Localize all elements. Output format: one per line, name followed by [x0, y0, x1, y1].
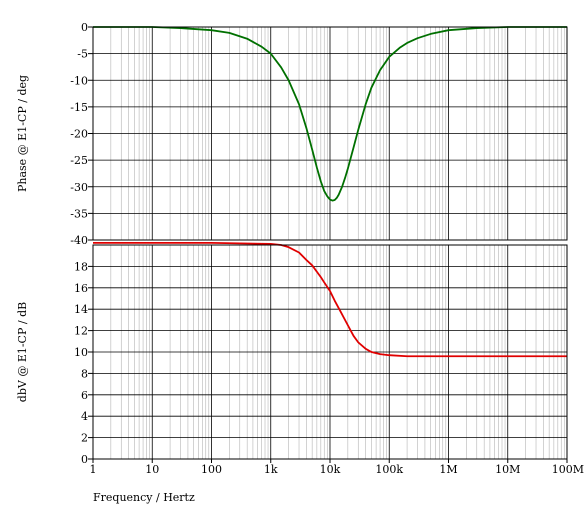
y-tick-label: 6	[81, 389, 88, 402]
magnitude-y-axis-label: dbV @ E1-CP / dB	[16, 302, 29, 402]
magnitude-panel: 0 2 4 6 8 10 12 14 16 18 dbV @ E1-CP / dB	[16, 241, 568, 466]
y-tick-label: -10	[70, 74, 88, 87]
phase-series-group	[93, 26, 567, 202]
phase-panel: 0 -5 -10 -15 -20 -25 -30 -35 -40 Phase @ E1-CP /…	[16, 21, 568, 247]
y-tick-label: 0	[81, 21, 88, 34]
y-tick-label: 14	[74, 303, 88, 316]
y-tick-label: -5	[77, 48, 88, 61]
x-axis-label: Frequency / Hertz	[93, 491, 195, 504]
phase-frame	[92, 26, 568, 241]
y-tick-label: -40	[70, 234, 88, 247]
y-tick-label: 12	[74, 325, 88, 338]
x-tick-label: 10k	[320, 463, 341, 476]
y-tick-label: 4	[81, 410, 88, 423]
x-tick-label: 10M	[495, 463, 520, 476]
phase-grid	[92, 26, 568, 241]
y-tick-label: 8	[81, 367, 88, 380]
y-tick-label: 10	[74, 346, 88, 359]
y-tick-label: -25	[70, 154, 88, 167]
y-tick-label: -30	[70, 181, 88, 194]
x-tick-label: 100	[201, 463, 222, 476]
phase-y-axis-label: Phase @ E1-CP / deg	[16, 75, 29, 192]
x-tick-label: 100k	[375, 463, 403, 476]
y-tick-label: -35	[70, 207, 88, 220]
x-tick-label: 10	[145, 463, 159, 476]
frequency-x-ticks: 1 10 100 1k 10k 100k 1M 10M 100M	[90, 459, 584, 476]
magnitude-grid	[92, 245, 568, 460]
y-tick-label: -15	[70, 101, 88, 114]
y-tick-label: 0	[81, 453, 88, 466]
y-tick-label: 16	[74, 282, 88, 295]
magnitude-y-ticks: 0 2 4 6 8 10 12 14 16 18	[74, 260, 93, 466]
phase-curve	[93, 26, 567, 202]
x-tick-label: 1M	[439, 463, 457, 476]
y-tick-label: 18	[74, 260, 88, 273]
x-tick-label: 1k	[264, 463, 278, 476]
x-tick-label: 100M	[552, 463, 584, 476]
phase-y-ticks: 0 -5 -10 -15 -20 -25 -30 -35 -40	[70, 21, 93, 247]
y-tick-label: 2	[81, 432, 88, 445]
x-tick-label: 1	[90, 463, 97, 476]
y-tick-label: -20	[70, 128, 88, 141]
